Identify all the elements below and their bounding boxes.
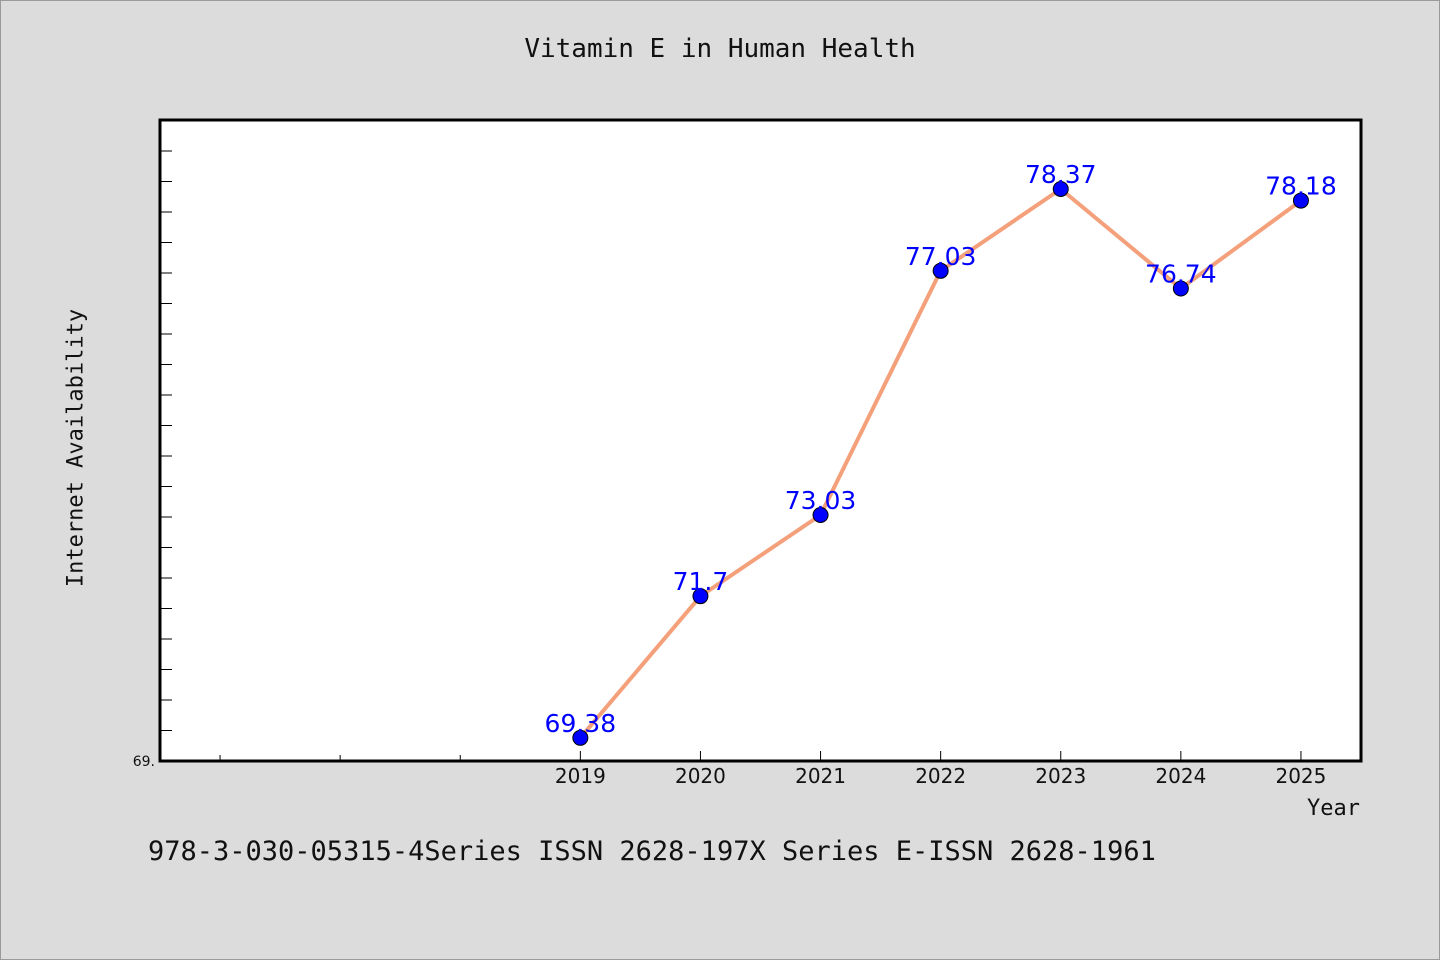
footer-isbn-text: 978-3-030-05315-4Series ISSN 2628-197X S… [148,836,1156,867]
data-label: 76.74 [1145,259,1217,288]
data-point [812,506,829,523]
data-point [572,729,589,746]
data-label: 77.03 [905,242,977,271]
data-label: 73.03 [785,486,857,515]
x-tick-label: 2019 [555,764,606,788]
x-tick-label: 2024 [1155,764,1206,788]
x-axis-label: Year [1307,796,1360,821]
x-tick-label: 2023 [1035,764,1086,788]
chart-title: Vitamin E in Human Health [524,34,916,64]
data-point [1292,192,1309,209]
y-tick-label: 69. [133,754,155,770]
data-point [932,262,949,279]
data-point [692,588,709,605]
x-tick-label: 2022 [915,764,966,788]
data-label: 78.37 [1025,160,1097,189]
data-label: 71.7 [673,567,729,596]
data-point [1172,280,1189,297]
data-point [1052,180,1069,197]
x-tick-label: 2025 [1275,764,1326,788]
plot-area [158,118,1363,763]
x-tick-label: 2020 [675,764,726,788]
x-tick-label: 2021 [795,764,846,788]
data-label: 78.18 [1265,172,1337,201]
data-label: 69.38 [545,709,617,738]
